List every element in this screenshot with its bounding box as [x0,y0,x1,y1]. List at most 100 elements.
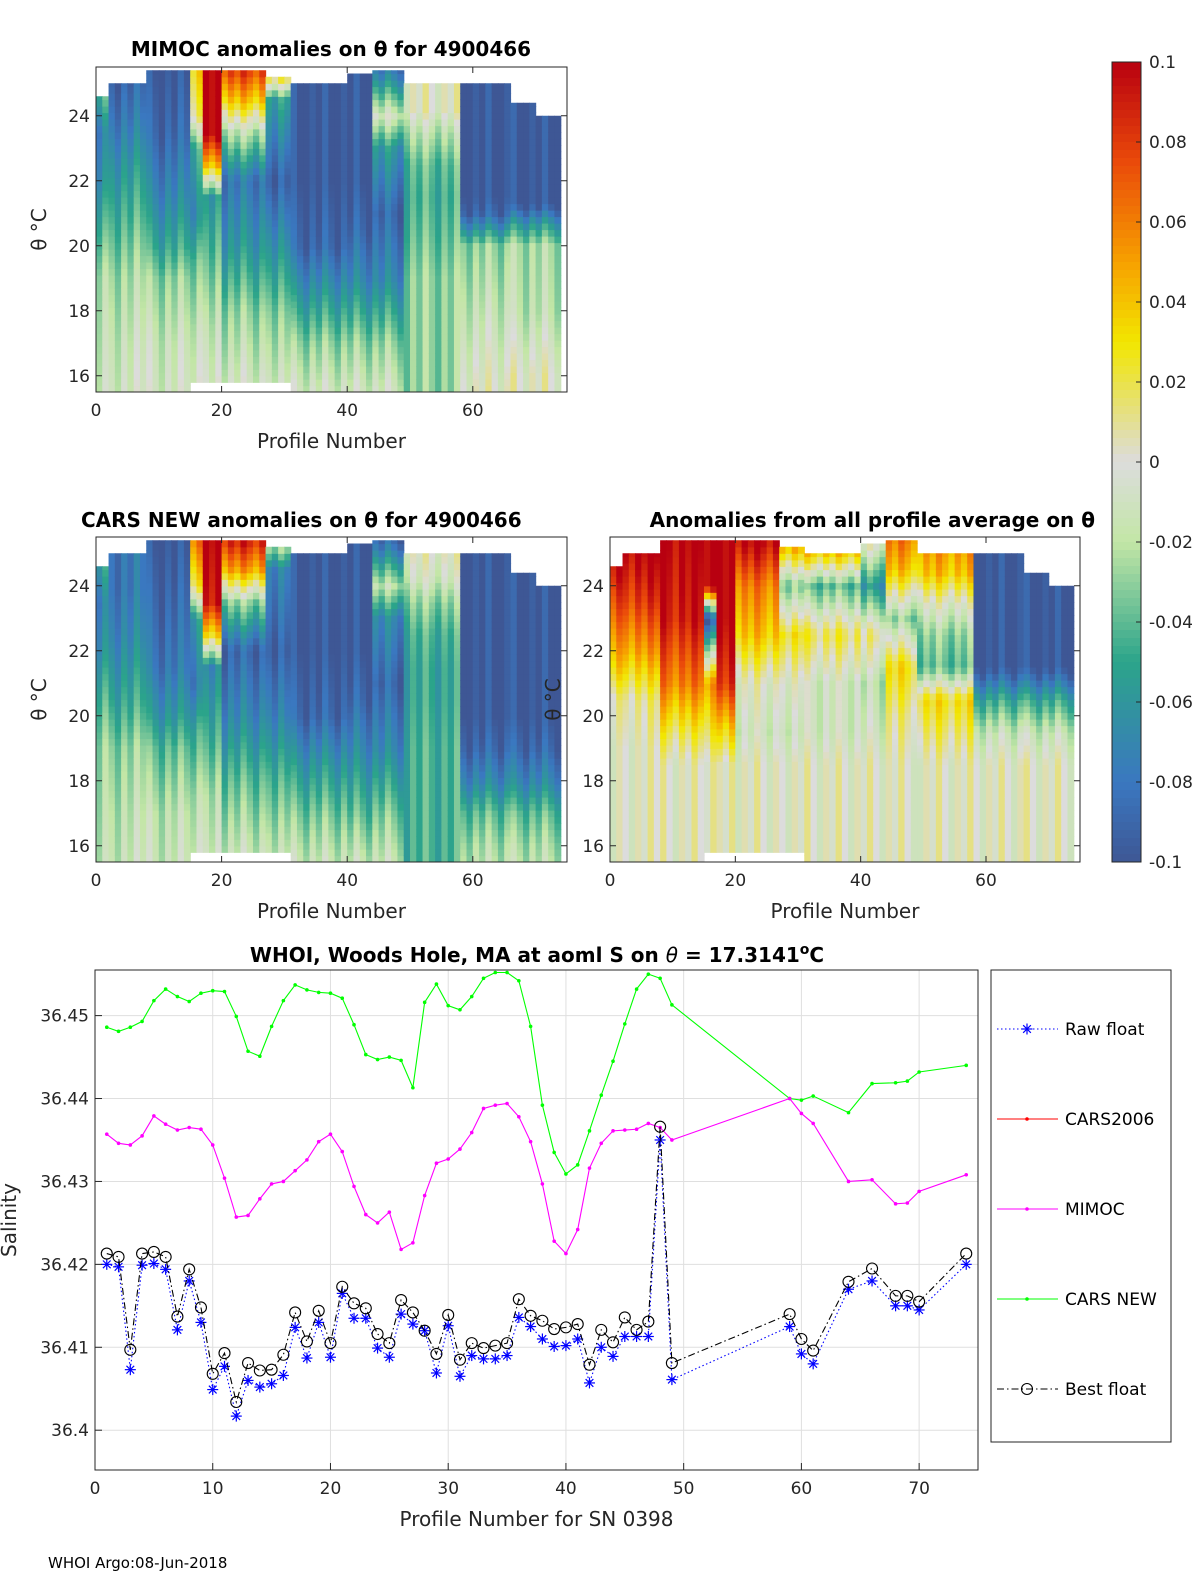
colorbar-segment [1112,734,1141,743]
data-point [336,1280,349,1293]
legend-swatch-marker [1025,1117,1029,1121]
profile-column [146,70,191,392]
data-point [795,1332,808,1346]
colorbar-tick-label: -0.1 [1149,853,1182,873]
colorbar-tick-label: 0.04 [1149,293,1187,313]
data-point [513,1311,525,1323]
colorbar-segment [1112,166,1141,175]
data-point [634,1127,639,1132]
data-point [340,1149,345,1154]
colorbar-segment [1112,462,1141,471]
data-point [422,1000,427,1005]
y-tick-label: 16 [68,837,90,857]
data-point [469,1130,474,1135]
legend-item: Raw float [997,1020,1145,1040]
x-tick-label: 60 [975,871,997,891]
legend-label: Raw float [1065,1020,1145,1040]
data-point [595,1341,607,1353]
colorbar-segment [1112,694,1141,703]
profile-column [860,543,887,862]
data-point [889,1289,902,1302]
data-point [313,1316,325,1328]
data-point [623,1128,627,1132]
y-axis-label: Salinity [0,1183,21,1257]
colorbar-segment [1112,662,1141,671]
data-point [399,1247,403,1252]
data-point [116,1029,121,1034]
data-point [234,1215,239,1219]
y-tick-label: 18 [68,772,90,792]
data-point [501,1350,513,1362]
x-tick-label: 60 [462,871,484,891]
data-point [670,1003,674,1007]
colorbar-segment [1112,758,1141,767]
axes-frame [95,66,568,393]
data-point [136,1259,148,1271]
data-point [517,1114,521,1119]
y-tick-label: 16 [582,837,604,857]
data-point [305,988,309,992]
data-point [305,1158,309,1162]
colorbar-segment [1112,526,1141,535]
data-point [219,1360,231,1372]
colorbar-tick-label: -0.06 [1149,693,1193,713]
data-point [866,1275,878,1287]
data-point [489,1353,501,1365]
colorbar-segment [1112,406,1141,415]
colorbar-segment [1112,486,1141,495]
data-point [619,1331,631,1343]
profile-column [804,553,862,862]
data-point [870,1081,874,1086]
heatmap-cells [96,70,562,392]
salinity-line-chart: 0 10 20 30 40 50 60 70 36.4 36.41 36.42 36.43 36.44 3… [0,942,1172,1531]
colorbar-segment [1112,534,1141,543]
data-point [893,1202,898,1206]
data-point [140,1134,144,1138]
colorbar-segment [1112,62,1141,71]
profile-column [610,566,624,862]
colorbar-segment [1112,614,1141,623]
data-point [913,1295,926,1308]
data-point [493,1103,498,1107]
data-point [277,1348,290,1361]
data-point [559,1321,572,1334]
chart-title-salinity: WHOI, Woods Hole, MA at aoml S on θ = 17… [250,942,824,967]
data-point [328,1132,333,1136]
data-point [670,1138,674,1142]
y-tick-label: 36.45 [40,1007,89,1027]
data-point [469,994,474,999]
series-mimoc [104,1096,969,1256]
x-tick-label: 40 [336,871,358,891]
data-point [230,1395,243,1409]
data-point [281,998,286,1003]
x-tick-label: 40 [850,871,872,891]
profile-column [372,540,405,862]
profile-column [202,540,223,853]
x-tick-label: 60 [462,401,484,421]
data-point [634,987,639,991]
profile-column [403,83,461,392]
x-axis-label: Profile Number [771,899,921,923]
data-point [642,1331,654,1343]
heatmap-cells [610,540,1075,862]
data-point [152,998,156,1003]
colorbar-segment [1112,126,1141,135]
data-point [442,1308,455,1321]
colorbar-segment [1112,246,1141,255]
profile-column [917,553,975,862]
profile-column [704,540,718,853]
x-tick-label: 20 [320,1479,342,1499]
y-tick-label: 20 [68,237,90,257]
colorbar-segment [1112,286,1141,295]
data-point [917,1189,921,1194]
data-point [587,1166,592,1170]
data-point [572,1333,584,1345]
colorbar-segment [1112,702,1141,711]
colorbar-segment [1112,542,1141,551]
data-point [540,1182,545,1186]
data-point [665,1356,678,1370]
series-raw-float [101,1134,972,1422]
colorbar-segment [1112,782,1141,791]
colorbar-tick-label: -0.08 [1149,773,1193,793]
